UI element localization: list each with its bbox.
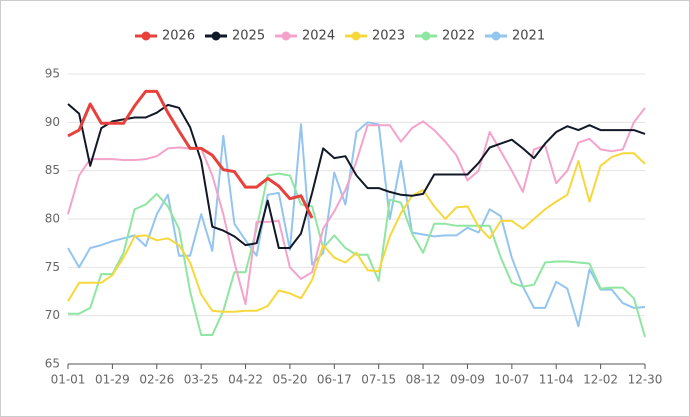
series-line (67, 107, 646, 306)
series-line (67, 89, 314, 219)
x-tick-label: 11-04 (539, 373, 574, 387)
y-tick-label: 70 (45, 308, 60, 322)
legend-label: 2026 (162, 29, 195, 44)
legend-label: 2022 (442, 29, 475, 44)
y-tick-label: 80 (45, 212, 60, 226)
legend-marker (421, 31, 431, 41)
x-tick-label: 12-30 (628, 373, 663, 387)
legend-label: 2023 (372, 29, 405, 44)
x-tick-label: 03-25 (184, 373, 219, 387)
legend: 2026 2025 2024 2023 2022 2021 (135, 29, 545, 44)
y-tick-label: 95 (45, 67, 60, 81)
x-tick-label: 08-12 (406, 373, 441, 387)
legend-label: 2024 (302, 29, 335, 44)
y-tick-label: 85 (45, 163, 60, 177)
y-tick-label: 75 (45, 260, 60, 274)
x-tick-label: 12-02 (583, 373, 618, 387)
x-tick-label: 06-17 (317, 373, 352, 387)
x-tick-label: 09-09 (450, 373, 485, 387)
x-tick-label: 01-01 (51, 373, 86, 387)
legend-label: 2025 (232, 29, 265, 44)
y-tick-label: 65 (45, 357, 60, 371)
series-line (67, 152, 646, 313)
x-tick-label: 10-07 (494, 373, 529, 387)
series-line (68, 172, 646, 338)
legend-label: 2021 (512, 29, 545, 44)
x-tick-label: 01-29 (95, 373, 130, 387)
legend-marker (141, 31, 151, 41)
legend-marker (211, 31, 221, 41)
x-tick-label: 07-15 (361, 373, 396, 387)
x-tick-label: 04-22 (228, 373, 263, 387)
y-tick-label: 90 (45, 115, 60, 129)
legend-marker (491, 31, 501, 41)
x-tick-label: 02-26 (139, 373, 174, 387)
legend-marker (351, 31, 361, 41)
legend-marker (281, 31, 291, 41)
x-tick-label: 05-20 (272, 373, 307, 387)
